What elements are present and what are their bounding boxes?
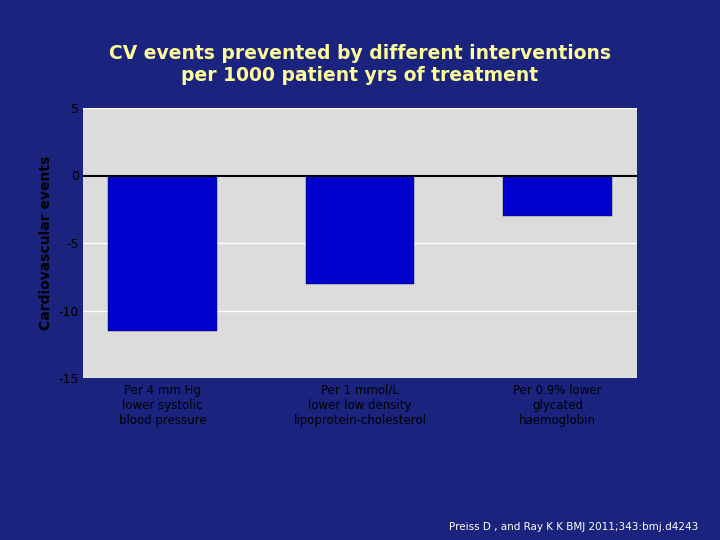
Text: CV events prevented by different interventions
per 1000 patient yrs of treatment: CV events prevented by different interve… [109,44,611,85]
Text: Preiss D , and Ray K K BMJ 2011;343:bmj.d4243: Preiss D , and Ray K K BMJ 2011;343:bmj.… [449,522,698,532]
Bar [108,176,217,330]
Bar [503,176,612,216]
Y-axis label: Cardiovascular events: Cardiovascular events [39,156,53,330]
Bar [306,176,414,284]
